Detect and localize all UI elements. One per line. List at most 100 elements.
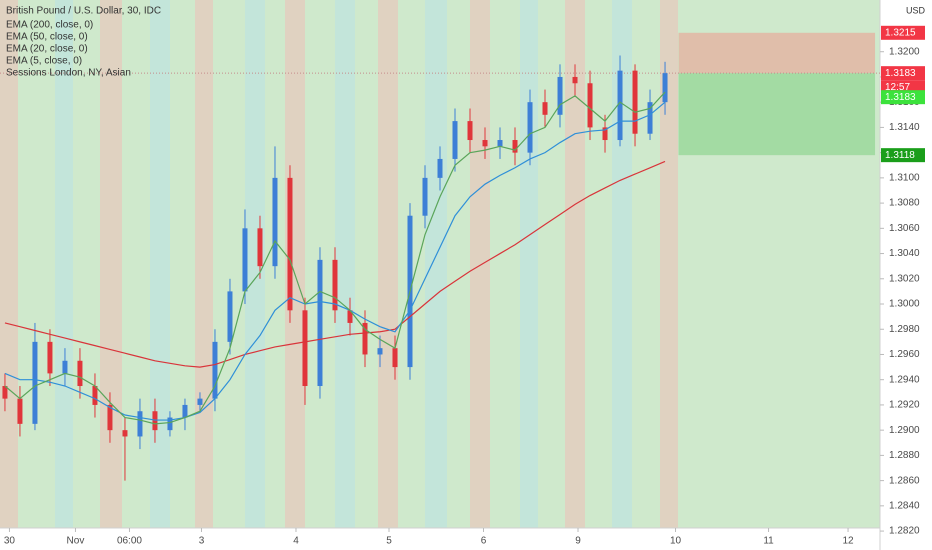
currency-label: USD [906,5,926,15]
session-stripe [335,0,355,528]
ema-line [4,101,666,421]
ema-line [4,91,666,425]
candle-body [287,177,293,311]
session-stripe [195,0,213,528]
candle-body [242,228,248,292]
session-stripe [245,0,265,528]
last-price-tag-label: 1.3183 [885,68,916,79]
candle-body [182,404,188,418]
candle-body [527,102,533,153]
candle-body [152,411,158,431]
session-stripe [470,0,490,528]
last-price-tag [881,66,925,81]
x-tick-label: 12 [842,536,854,547]
session-stripe [378,0,398,528]
candle-body [272,177,278,267]
candle-body [17,398,23,424]
y-tick-label: 1.2980 [889,324,920,335]
session-stripe [55,0,73,528]
time-axis [0,528,880,550]
candle-body [167,417,173,431]
candle-body [62,360,68,374]
x-tick-label: 6 [481,536,487,547]
x-tick-label: 3 [199,536,205,547]
candle-body [332,259,338,311]
x-tick-label: 06:00 [117,536,142,547]
x-tick-label: 5 [386,536,392,547]
ema-line [4,160,666,368]
session-stripe [425,0,447,528]
legend-entry: Sessions London, NY, Asian [6,68,131,79]
y-tick-label: 1.2920 [889,400,920,411]
x-tick-label: 4 [293,536,299,547]
candle-body [482,140,488,147]
legend-entry: EMA (20, close, 0) [6,44,88,55]
candle-body [362,322,368,355]
session-stripe [0,0,18,528]
candle-body [647,102,653,134]
y-tick-label: 1.3060 [889,223,920,234]
y-tick-label: 1.3020 [889,273,920,284]
candle-body [347,310,353,323]
candle-body [377,348,383,355]
target-tag [881,148,925,163]
candle-body [137,411,143,437]
session-stripe [285,0,305,528]
session-stripe [520,0,538,528]
y-tick-label: 1.3100 [889,173,920,184]
candle-body [32,341,38,424]
target-tag-label: 1.3118 [885,150,915,161]
x-tick-label: 10 [670,536,682,547]
y-tick-label: 1.2940 [889,374,920,385]
y-tick-label: 1.3000 [889,299,920,310]
candle-body [602,127,608,141]
candle-body [557,76,563,115]
session-stripe [150,0,170,528]
candle-body [122,430,128,437]
candle-body [77,360,83,387]
candle-body [92,386,98,405]
candle-body [317,259,323,387]
chart-title: British Pound / U.S. Dollar, 30, IDC [6,6,161,17]
candle-body [467,121,473,141]
x-tick-label: 9 [575,536,581,547]
x-tick-label: 11 [763,536,774,547]
candle-body [392,348,398,368]
y-tick-label: 1.3140 [889,122,920,133]
candle-body [197,398,203,405]
stop-tag [881,25,925,40]
countdown-label: 12:57 [885,82,910,93]
session-stripe [565,0,585,528]
stop-zone [678,32,876,74]
y-tick-label: 1.2960 [889,349,920,360]
candle-body [302,310,308,387]
session-stripe [612,0,632,528]
candle-body [542,102,548,115]
candle-body [107,404,113,431]
candle-body [572,76,578,84]
legend-entry: EMA (50, close, 0) [6,32,88,43]
session-stripe [660,0,678,528]
y-tick-label: 1.2840 [889,500,920,511]
candle-body [587,83,593,128]
y-tick-label: 1.2860 [889,475,920,486]
stop-tag-label: 1.3215 [885,27,916,38]
candle-body [2,386,8,399]
candle-body [617,70,623,141]
legend-entry: EMA (200, close, 0) [6,20,93,31]
candle-body [257,228,263,267]
y-tick-label: 1.2820 [889,526,920,537]
target-zone [678,73,876,156]
candle-body [632,70,638,134]
y-tick-label: 1.3040 [889,248,920,259]
candle-body [212,341,218,399]
y-tick-label: 1.3200 [889,46,920,57]
candle-body [422,177,428,216]
session-stripe [100,0,122,528]
y-tick-label: 1.3080 [889,198,920,209]
x-tick-label: 30 [4,536,16,547]
candle-body [437,158,443,178]
x-tick-label: Nov [67,536,85,547]
y-tick-label: 1.2880 [889,450,920,461]
